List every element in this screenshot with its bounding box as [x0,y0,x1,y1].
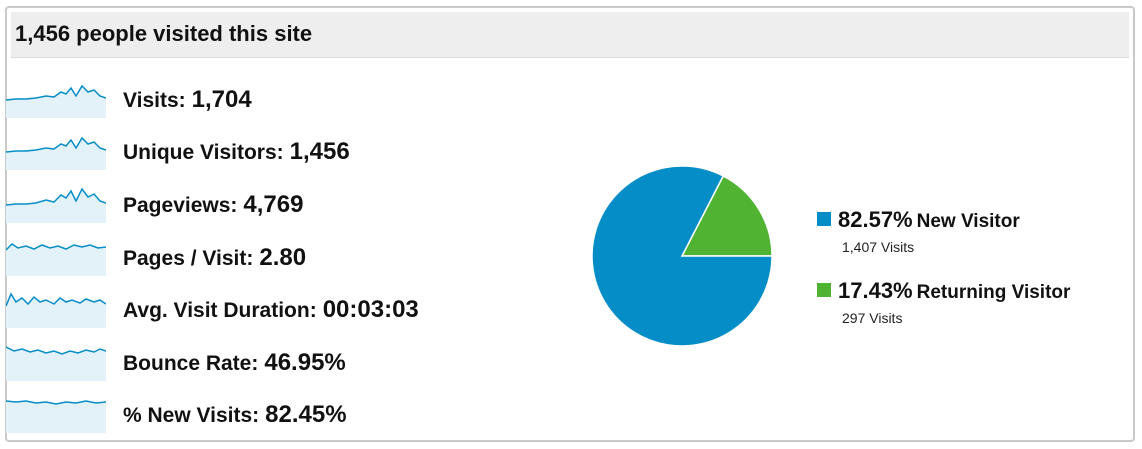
metric-label: Avg. Visit Duration: [123,299,317,322]
pie-slice-new-visitor[interactable] [591,165,773,347]
metric-visits: Visits: 1,704 [6,78,566,118]
legend-name: New Visitor [916,211,1020,232]
legend-visits: 297 Visits [842,310,903,326]
metric-pages-per-visit: Pages / Visit: 2.80 [6,236,566,276]
visitors-overview-panel: 1,456 people visited this site [5,6,1135,442]
sparkline-pageviews-icon[interactable] [6,183,106,223]
metric-unique-visitors: Unique Visitors: 1,456 [6,130,566,170]
visitor-type-pie-chart [591,165,773,347]
legend-percent: 82.57% [838,207,913,232]
legend-swatch-returning-visitor [817,283,831,297]
legend-swatch-new-visitor [817,212,831,226]
metric-label: Pages / Visit: [123,247,254,270]
sparkline-pages-per-visit-icon[interactable] [6,236,106,276]
metric-value: 2.80 [259,244,307,271]
pie-slice-returning-visitor[interactable] [680,174,773,257]
sparkline-new-visits-icon[interactable] [6,393,106,433]
metric-bounce-rate: Bounce Rate: 46.95% [6,341,566,381]
metric-value: 82.45% [265,401,347,428]
sparkline-visits-icon[interactable] [6,78,106,118]
metric-value: 46.95% [264,349,346,376]
metric-label: Bounce Rate: [123,352,259,375]
legend-visits: 1,407 Visits [842,239,915,255]
metric-value: 1,456 [289,138,350,165]
metric-value: 00:03:03 [322,296,419,323]
metric-pageviews: Pageviews: 4,769 [6,183,566,223]
metric-label: Pageviews: [123,194,238,217]
metric-new-visits: % New Visits: 82.45% [6,393,566,433]
panel-title: 1,456 people visited this site [15,21,313,46]
metric-label: Unique Visitors: [123,141,284,164]
metric-value: 4,769 [243,191,304,218]
metric-avg-visit-duration: Avg. Visit Duration: 00:03:03 [6,288,566,328]
sparkline-bounce-rate-icon[interactable] [6,341,106,381]
panel-header: 1,456 people visited this site [11,12,1129,58]
metric-label: Visits: [123,89,186,112]
metric-label: % New Visits: [123,404,260,427]
sparkline-unique-visitors-icon[interactable] [6,130,106,170]
legend-percent: 17.43% [838,278,913,303]
legend-name: Returning Visitor [916,282,1071,303]
sparkline-avg-duration-icon[interactable] [6,288,106,328]
metric-value: 1,704 [191,86,252,113]
